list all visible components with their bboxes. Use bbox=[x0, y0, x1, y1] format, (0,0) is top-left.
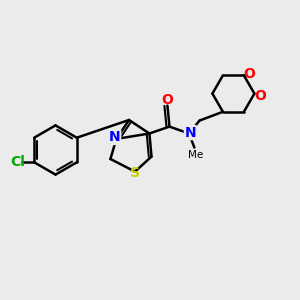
Text: O: O bbox=[243, 67, 255, 81]
Text: Cl: Cl bbox=[10, 155, 25, 169]
Text: Me: Me bbox=[188, 150, 203, 160]
Text: S: S bbox=[130, 166, 140, 180]
Text: N: N bbox=[184, 126, 196, 140]
Text: O: O bbox=[161, 93, 173, 107]
Text: N: N bbox=[109, 130, 121, 144]
Text: O: O bbox=[254, 89, 266, 103]
